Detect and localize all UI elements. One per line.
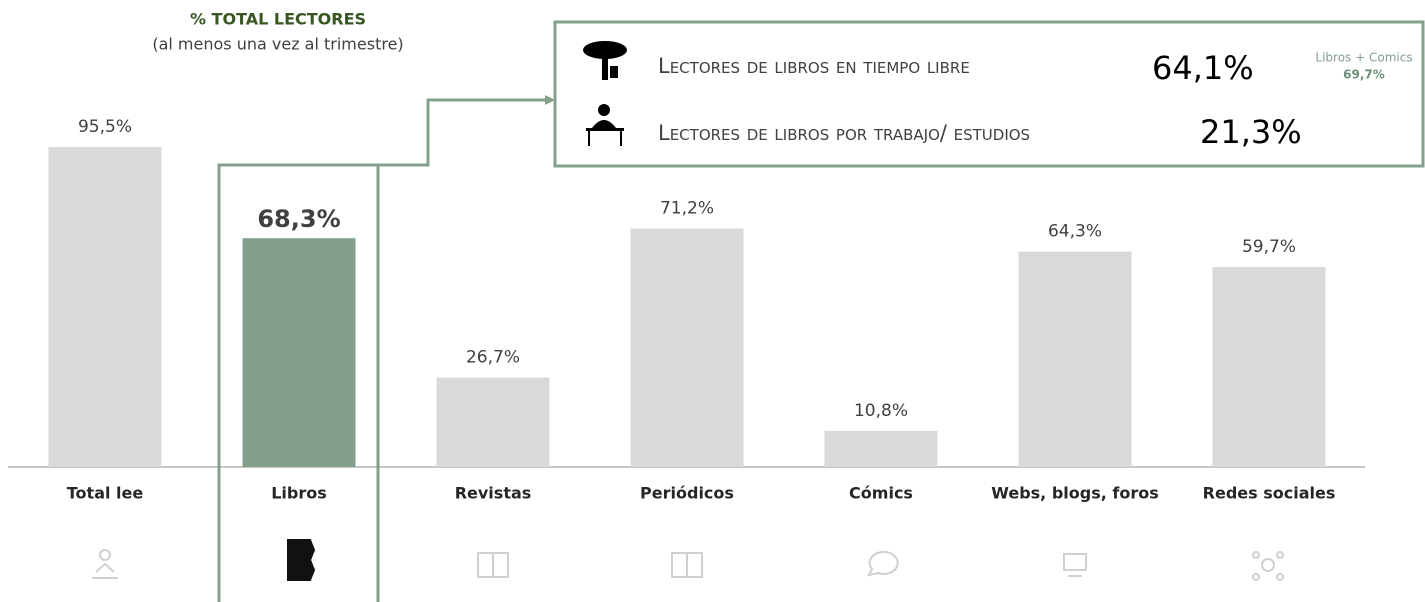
x-tick-label: Cómics xyxy=(849,484,913,503)
x-tick-label: Total lee xyxy=(67,484,144,503)
value-label: 64,3% xyxy=(1048,222,1102,242)
x-tick-label: Periódicos xyxy=(640,484,734,503)
bar xyxy=(1212,267,1326,467)
value-label: 26,7% xyxy=(466,348,520,368)
annotation-value: 64,1% xyxy=(1152,49,1254,87)
x-tick-label: Revistas xyxy=(455,484,532,503)
bar xyxy=(242,238,356,467)
annotation-value: 69,7% xyxy=(1343,68,1385,82)
bar xyxy=(1018,251,1132,467)
x-tick-label: Libros xyxy=(271,484,327,503)
x-tick-label: Webs, blogs, foros xyxy=(991,484,1158,503)
bar xyxy=(436,377,550,467)
value-label: 10,8% xyxy=(854,401,908,421)
chart-title: % TOTAL LECTORES xyxy=(190,10,366,29)
chart-subtitle: (al menos una vez al trimestre) xyxy=(152,35,403,54)
value-label: 95,5% xyxy=(78,117,132,137)
bar xyxy=(824,430,938,467)
connector xyxy=(378,98,548,167)
bar xyxy=(48,147,162,467)
x-tick-label: Redes sociales xyxy=(1203,484,1336,503)
arrow-head xyxy=(545,95,555,105)
icons xyxy=(92,539,1284,581)
tree-icon xyxy=(583,41,627,80)
annotation-label: Lectores de libros por trabajo/ estudios xyxy=(658,121,1030,145)
annotation-label: Lectores de libros en tiempo libre xyxy=(658,54,970,78)
bar xyxy=(630,228,744,467)
value-label: 71,2% xyxy=(660,198,714,218)
annotation-value: 21,3% xyxy=(1200,113,1302,151)
annotation-label: Libros + Comics xyxy=(1315,51,1412,65)
callout-box xyxy=(553,20,1425,168)
desk-icon xyxy=(586,104,624,146)
value-label: 68,3% xyxy=(257,205,340,233)
value-label: 59,7% xyxy=(1242,237,1296,257)
highlight-frame xyxy=(217,163,380,602)
